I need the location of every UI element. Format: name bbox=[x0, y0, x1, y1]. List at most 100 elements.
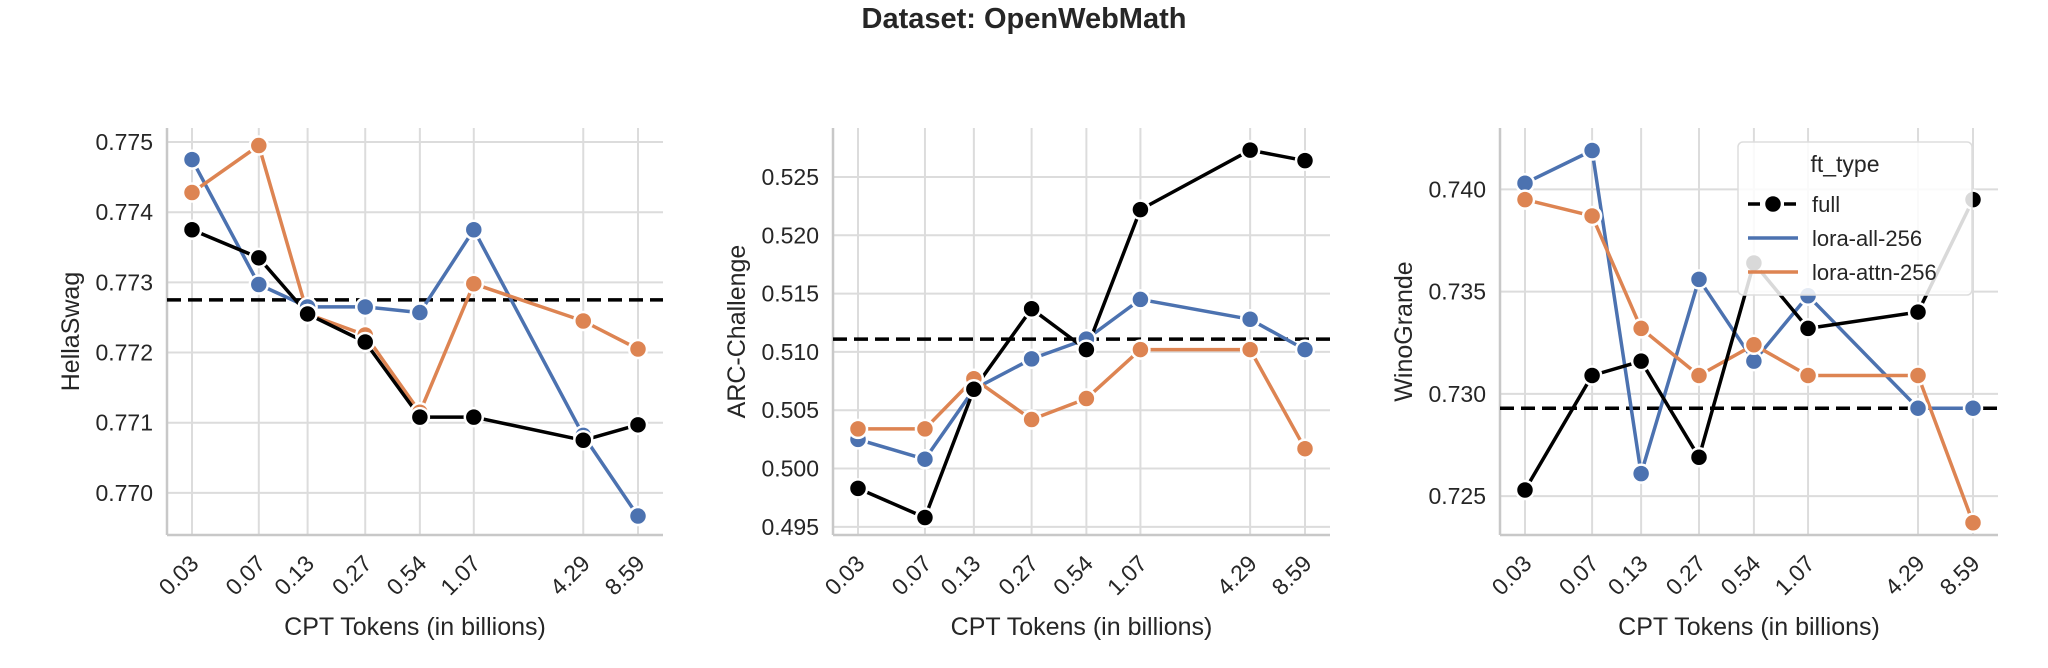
y-tick-label: 0.774 bbox=[95, 199, 153, 225]
y-tick-label: 0.510 bbox=[761, 339, 819, 365]
x-tick-label: 0.03 bbox=[819, 550, 869, 600]
x-tick-label: 0.07 bbox=[220, 550, 270, 600]
data-point-full bbox=[1514, 479, 1536, 501]
data-point-full bbox=[847, 478, 869, 499]
y-tick-label: 0.770 bbox=[95, 480, 153, 506]
y-axis-label: ARC-Challenge bbox=[723, 245, 751, 419]
y-tick-label: 0.495 bbox=[761, 514, 819, 540]
data-point-full bbox=[1907, 301, 1929, 323]
series-line-full bbox=[857, 148, 1306, 520]
data-point-lora-attn-256 bbox=[1514, 189, 1536, 210]
series-line-lora-attn-256 bbox=[858, 347, 1307, 450]
panel-arc-challenge: 0.495 0.500 0.505 0.510 0.515 0.520 0.525 0.03 0… bbox=[723, 128, 1330, 641]
data-point-full bbox=[573, 430, 594, 451]
legend-entry-lora-all-256: lora-all-256 bbox=[1812, 226, 1922, 251]
x-tick-label: 0.27 bbox=[327, 550, 377, 600]
data-point-lora-attn-256 bbox=[1076, 388, 1097, 409]
data-point-lora-all-256 bbox=[409, 302, 431, 323]
x-tick-label: 1.07 bbox=[1770, 550, 1820, 600]
data-point-lora-attn-256 bbox=[1797, 365, 1819, 386]
y-tick-label: 0.773 bbox=[95, 269, 153, 295]
y-tick-label: 0.771 bbox=[95, 410, 153, 436]
series-line-full bbox=[191, 228, 639, 443]
data-point-lora-attn-256 bbox=[463, 273, 485, 295]
series-line-lora-all-256 bbox=[857, 297, 1306, 461]
data-point-full bbox=[1581, 365, 1603, 386]
data-point-lora-all-256 bbox=[1021, 348, 1042, 370]
data-point-lora-attn-256 bbox=[1907, 365, 1929, 386]
x-tick-label: 8.59 bbox=[599, 550, 649, 600]
data-point-lora-all-256 bbox=[1581, 140, 1603, 161]
legend-marker bbox=[1762, 193, 1784, 215]
x-tick-label: 1.07 bbox=[1102, 550, 1152, 600]
x-tick-label: 0.54 bbox=[1715, 550, 1765, 600]
data-point-lora-all-256 bbox=[1130, 289, 1151, 310]
y-tick-label: 0.730 bbox=[1428, 381, 1486, 407]
data-point-lora-attn-256 bbox=[627, 338, 649, 360]
x-tick-label: 8.59 bbox=[1934, 550, 1984, 600]
y-tick-label: 0.735 bbox=[1428, 279, 1486, 305]
data-point-lora-attn-256 bbox=[1743, 334, 1765, 356]
data-point-full bbox=[1130, 199, 1151, 220]
data-point-lora-all-256 bbox=[181, 149, 203, 170]
legend-entry-lora-attn-256: lora-attn-256 bbox=[1812, 260, 1937, 285]
y-tick-label: 0.515 bbox=[761, 281, 819, 307]
x-axis-label: CPT Tokens (in billions) bbox=[1618, 613, 1880, 641]
series-line-lora-attn-256 bbox=[190, 143, 639, 414]
x-tick-label: 1.07 bbox=[435, 550, 485, 600]
y-tick-label: 0.520 bbox=[761, 222, 819, 248]
data-point-full bbox=[354, 331, 376, 353]
data-point-lora-attn-256 bbox=[1630, 318, 1652, 339]
data-point-full bbox=[463, 406, 485, 428]
data-point-full bbox=[1239, 139, 1261, 161]
data-point-lora-all-256 bbox=[914, 448, 936, 470]
y-axis-label: HellaSwag bbox=[57, 272, 85, 392]
x-tick-label: 0.13 bbox=[269, 550, 319, 600]
y-tick-label: 0.525 bbox=[761, 164, 819, 190]
x-tick-label: 4.29 bbox=[545, 550, 595, 600]
data-point-lora-all-256 bbox=[1630, 463, 1652, 484]
y-tick-label: 0.740 bbox=[1428, 176, 1486, 202]
data-point-full bbox=[409, 406, 431, 428]
x-axis-label: CPT Tokens (in billions) bbox=[951, 613, 1213, 641]
x-tick-label: 0.54 bbox=[381, 550, 431, 600]
data-point-lora-all-256 bbox=[1239, 309, 1261, 330]
x-tick-label: 0.13 bbox=[1603, 550, 1653, 600]
data-point-lora-all-256 bbox=[627, 505, 649, 527]
data-point-lora-attn-256 bbox=[1294, 438, 1316, 459]
data-point-lora-attn-256 bbox=[914, 418, 936, 440]
data-point-lora-attn-256 bbox=[847, 418, 869, 440]
data-point-lora-all-256 bbox=[248, 274, 270, 295]
data-point-lora-attn-256 bbox=[1021, 409, 1042, 430]
legend-box bbox=[1737, 141, 1973, 296]
y-tick-label: 0.505 bbox=[761, 397, 819, 423]
data-point-full bbox=[1076, 339, 1097, 360]
data-point-lora-attn-256 bbox=[573, 310, 594, 332]
y-tick-label: 0.775 bbox=[95, 129, 153, 155]
y-tick-label: 0.725 bbox=[1428, 483, 1486, 509]
legend-entry-full: full bbox=[1812, 192, 1840, 217]
legend-title: ft_type bbox=[1810, 151, 1879, 177]
data-point-lora-all-256 bbox=[1907, 397, 1929, 419]
data-point-full bbox=[1294, 150, 1316, 171]
x-tick-label: 0.27 bbox=[1660, 550, 1710, 600]
x-tick-label: 0.27 bbox=[993, 550, 1043, 600]
x-tick-label: 0.03 bbox=[153, 550, 203, 600]
data-point-full bbox=[1688, 447, 1710, 468]
series-line-lora-all-256 bbox=[1524, 148, 1973, 476]
data-point-full bbox=[1630, 350, 1652, 372]
x-axis-label: CPT Tokens (in billions) bbox=[284, 613, 546, 641]
x-tick-label: 0.13 bbox=[935, 550, 985, 600]
x-tick-label: 8.59 bbox=[1266, 550, 1316, 600]
x-tick-label: 0.07 bbox=[1554, 550, 1604, 600]
x-tick-label: 0.54 bbox=[1048, 550, 1098, 600]
data-point-lora-attn-256 bbox=[248, 135, 270, 156]
data-point-lora-attn-256 bbox=[1962, 512, 1984, 533]
x-tick-label: 4.29 bbox=[1212, 550, 1262, 600]
x-tick-label: 0.03 bbox=[1486, 550, 1536, 600]
x-tick-label: 4.29 bbox=[1880, 550, 1930, 600]
